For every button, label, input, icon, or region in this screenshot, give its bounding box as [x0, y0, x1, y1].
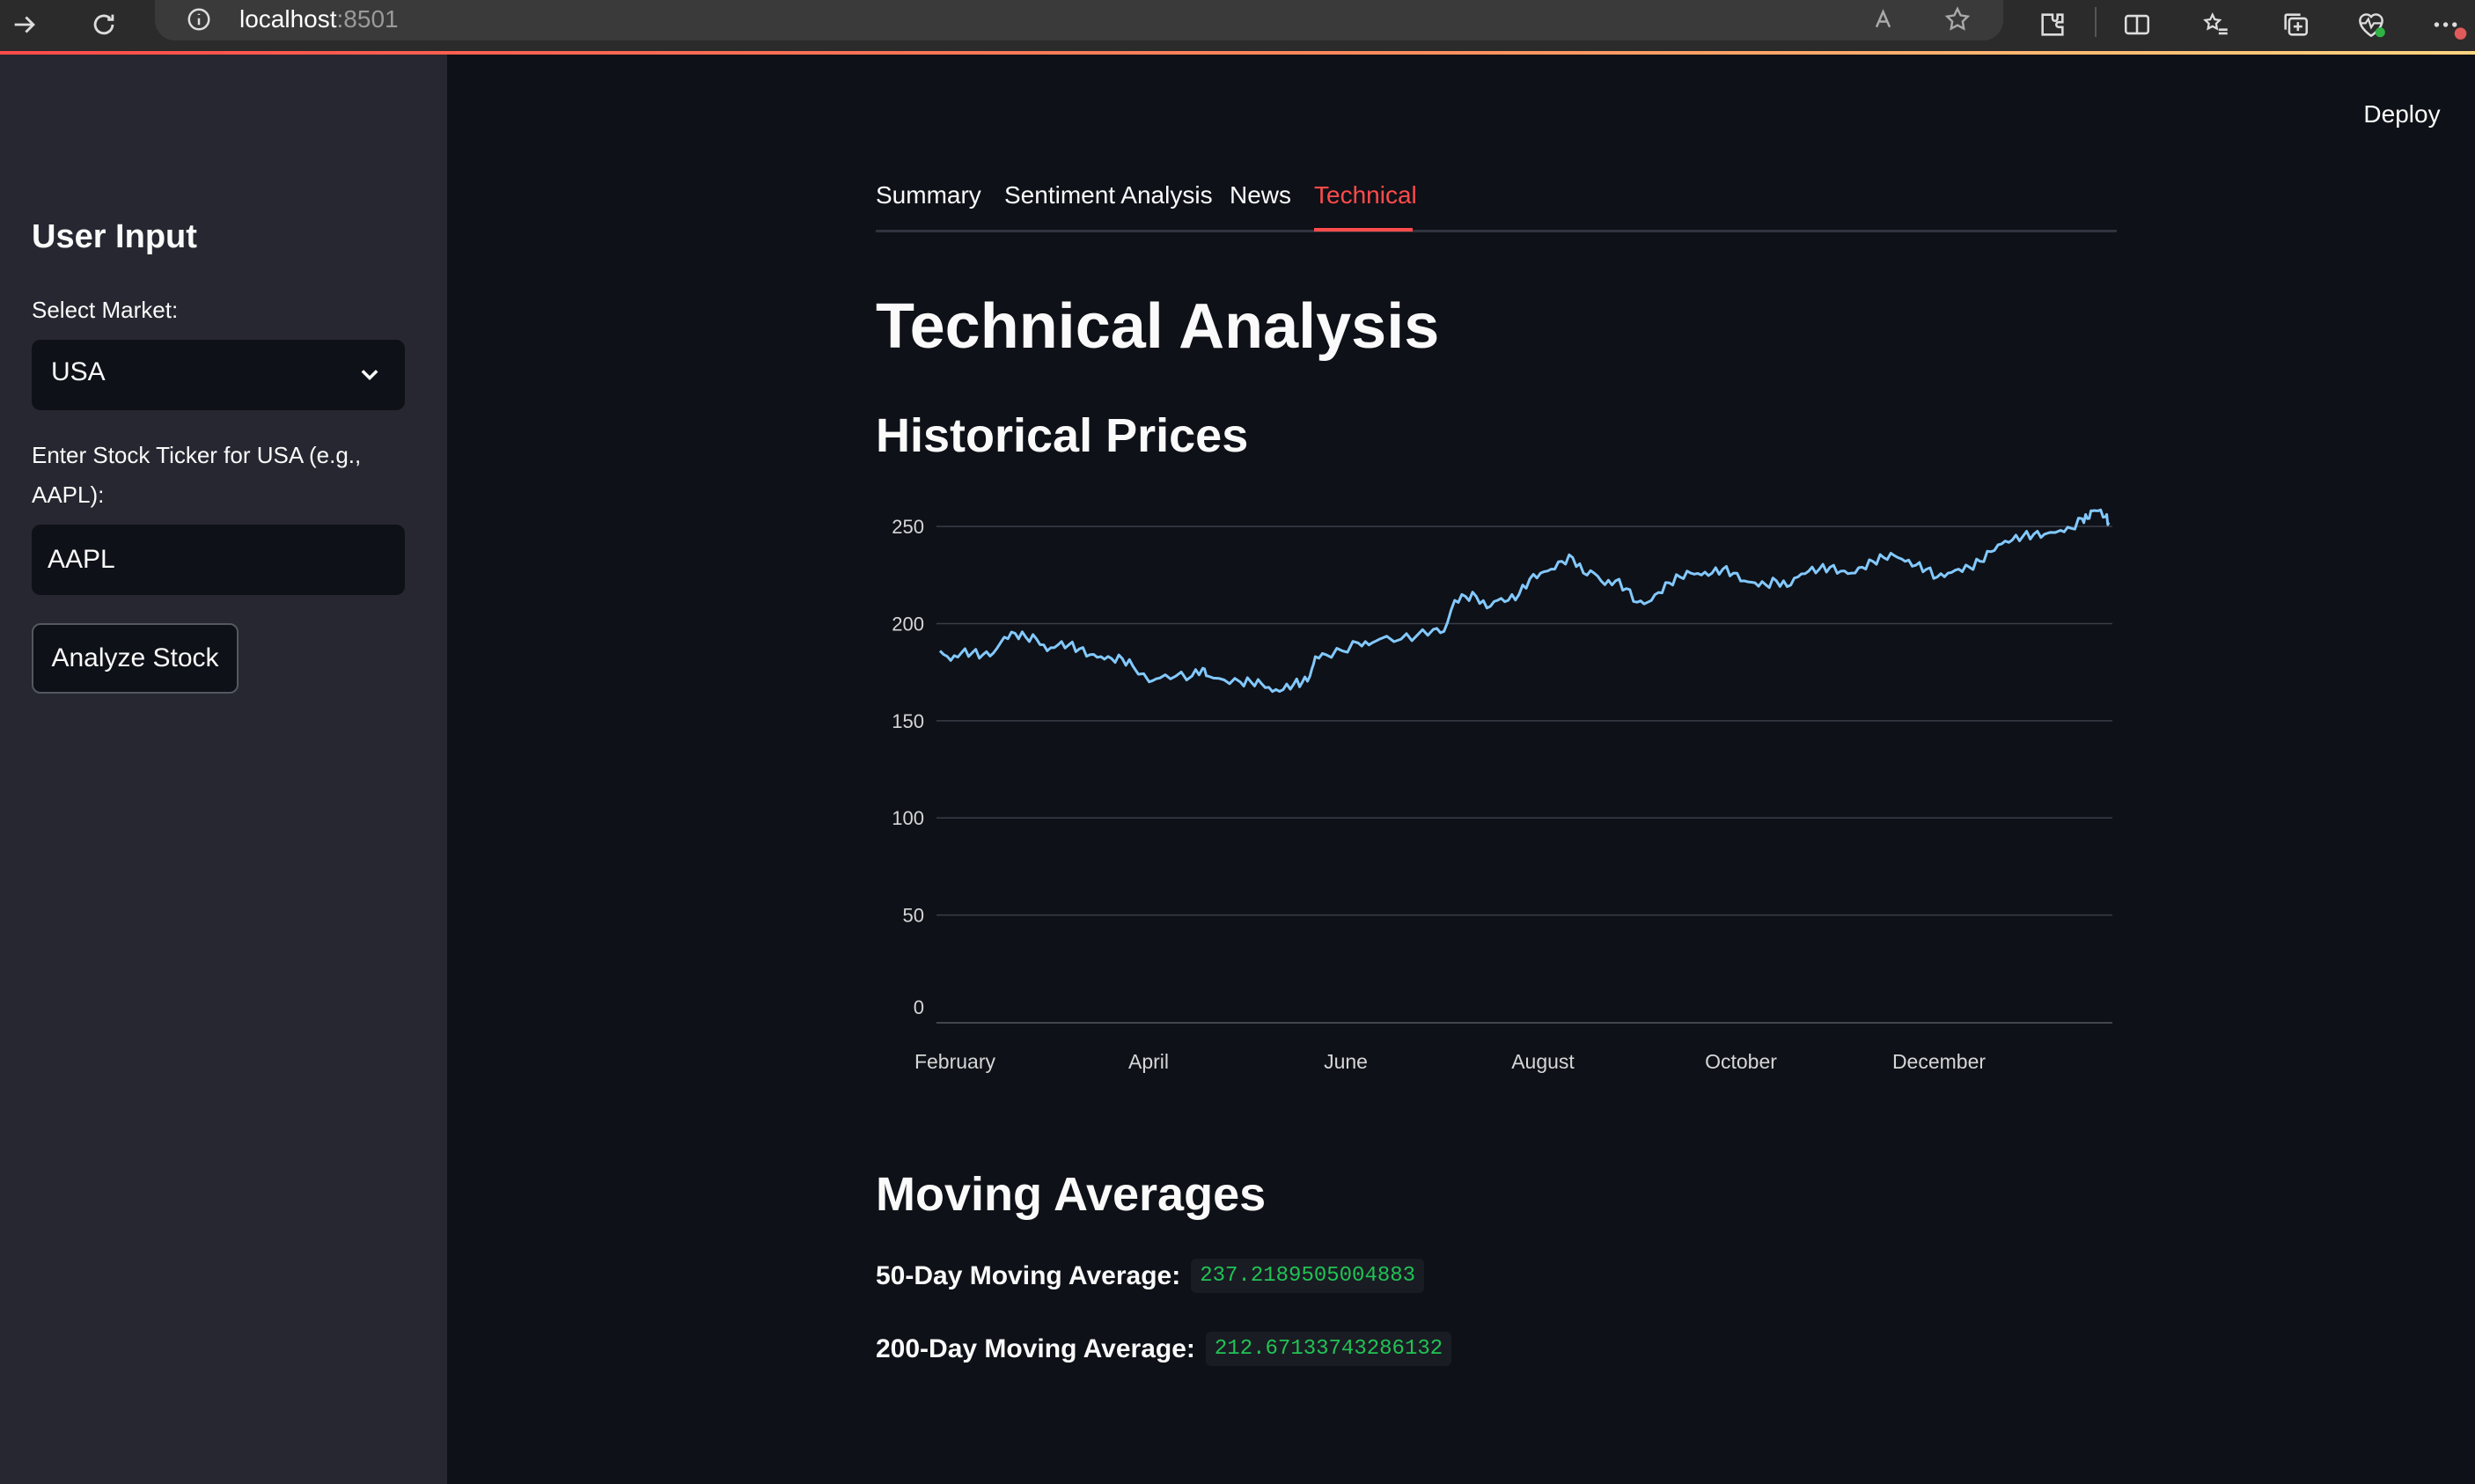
deploy-button[interactable]: Deploy: [2345, 93, 2459, 136]
forward-icon[interactable]: [5, 5, 44, 44]
reload-icon[interactable]: [84, 5, 123, 44]
ma50-value: 237.2189505004883: [1191, 1259, 1425, 1293]
x-tick-label: December: [1892, 1050, 1986, 1073]
site-info-icon[interactable]: [180, 0, 218, 39]
toolbar-separator: [2095, 7, 2097, 37]
x-tick-label: April: [1128, 1050, 1169, 1073]
ma200-row: 200-Day Moving Average: 212.671337432861…: [876, 1332, 1452, 1366]
ma200-value: 212.67133743286132: [1205, 1332, 1452, 1366]
ma200-label: 200-Day Moving Average:: [876, 1333, 1195, 1363]
active-tab-indicator: [1314, 228, 1413, 231]
ticker-label-line2: AAPL):: [32, 481, 105, 508]
tab-sentiment-analysis[interactable]: Sentiment Analysis: [1004, 181, 1213, 209]
address-bar[interactable]: localhost:8501: [155, 0, 2003, 40]
extensions-icon[interactable]: [2033, 5, 2072, 44]
favorite-star-icon[interactable]: [1938, 0, 1977, 39]
moving-averages-heading: Moving Averages: [876, 1168, 1267, 1221]
market-label: Select Market:: [32, 297, 179, 323]
market-select[interactable]: USA: [32, 340, 405, 410]
historical-prices-chart: 0 50 100 150 200 250 February April June August Oc…: [892, 508, 2112, 1073]
y-tick-label: 0: [914, 996, 924, 1018]
ma50-label: 50-Day Moving Average:: [876, 1260, 1181, 1290]
ma50-row: 50-Day Moving Average: 237.2189505004883: [876, 1259, 1425, 1293]
page-title: Technical Analysis: [876, 291, 1440, 362]
sidebar-title: User Input: [32, 218, 197, 255]
x-tick-label: August: [1511, 1050, 1575, 1073]
url-text: localhost:8501: [239, 5, 399, 33]
ticker-label-line1: Enter Stock Ticker for USA (e.g.,: [32, 442, 362, 468]
favorites-list-icon[interactable]: [2197, 5, 2236, 44]
historical-prices-heading: Historical Prices: [876, 409, 1249, 462]
y-tick-label: 200: [892, 613, 924, 635]
x-tick-label: June: [1324, 1050, 1368, 1073]
sidebar: User Input Select Market: USA Enter Stoc…: [0, 55, 447, 1484]
y-tick-label: 100: [892, 807, 924, 829]
collections-icon[interactable]: [2276, 5, 2315, 44]
more-menu-icon[interactable]: [2429, 5, 2468, 44]
analyze-stock-button[interactable]: Analyze Stock: [32, 623, 239, 694]
split-screen-icon[interactable]: [2118, 5, 2156, 44]
market-select-value: USA: [51, 357, 106, 386]
x-tick-label: October: [1705, 1050, 1777, 1073]
browser-health-icon[interactable]: [2352, 5, 2391, 44]
chevron-down-icon: [361, 370, 378, 380]
tab-summary[interactable]: Summary: [876, 181, 981, 209]
ticker-input[interactable]: [32, 525, 405, 595]
x-tick-label: February: [914, 1050, 996, 1073]
loading-progress-line: [0, 51, 2475, 55]
url-host: localhost: [239, 5, 337, 33]
browser-toolbar: localhost:8501: [0, 0, 2475, 51]
tab-bar: Summary Sentiment Analysis News Technica…: [876, 173, 2117, 232]
y-tick-label: 250: [892, 516, 924, 538]
tab-technical[interactable]: Technical: [1314, 181, 1417, 209]
y-tick-label: 50: [903, 905, 924, 927]
read-aloud-icon[interactable]: [1866, 0, 1905, 39]
price-series-line: [938, 508, 2111, 694]
url-port: :8501: [336, 5, 399, 33]
y-tick-label: 150: [892, 710, 924, 732]
tab-news[interactable]: News: [1230, 181, 1292, 209]
